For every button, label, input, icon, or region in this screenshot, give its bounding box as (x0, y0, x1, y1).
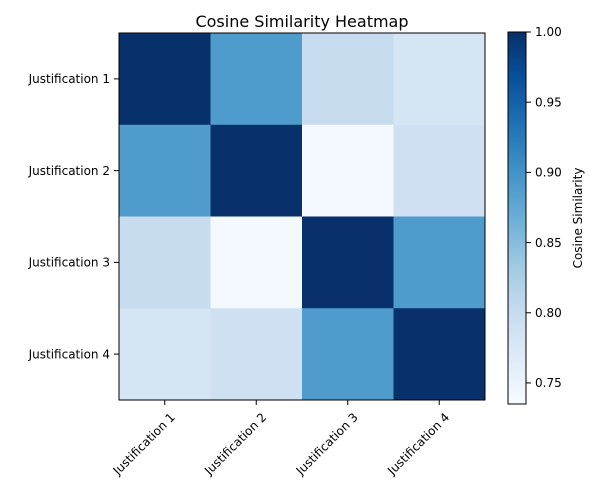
colorbar-gradient (507, 31, 527, 405)
y-tick-label: Justification 1 (28, 72, 110, 86)
heatmap-cell-r4-c4 (393, 308, 486, 401)
heatmap-cell-r3-c2 (210, 216, 303, 309)
colorbar-tick-label: 0.85 (535, 236, 562, 250)
x-tick-label: Justification 4 (384, 410, 452, 478)
heatmap-cell-r1-c2 (210, 33, 303, 126)
y-axis: Justification 1 Justification 2 Justificat… (28, 72, 119, 361)
heatmap-cell-r4-c3 (302, 308, 394, 401)
heatmap-cell-r1-c1 (119, 33, 211, 126)
heatmap-cell-r4-c2 (210, 308, 303, 401)
heatmap-cell-r1-c4 (393, 33, 486, 126)
y-tick-label: Justification 2 (28, 164, 110, 178)
x-tick-label: Justification 2 (201, 410, 269, 478)
heatmap-cell-r2-c1 (119, 124, 211, 217)
colorbar-label: Cosine Similarity (571, 168, 585, 269)
heatmap-cell-r3-c3 (302, 216, 394, 309)
heatmap-cell-r4-c1 (119, 308, 211, 401)
colorbar-tick-label: 0.80 (535, 306, 562, 320)
colorbar-tick-label: 0.90 (535, 166, 562, 180)
colorbar-tick-label: 1.00 (535, 25, 562, 39)
colorbar-ticks: 0.75 0.80 0.85 0.90 0.95 1.00 (526, 25, 562, 390)
chart-title: Cosine Similarity Heatmap (195, 12, 408, 31)
heatmap-cell-r1-c3 (302, 33, 394, 126)
heatmap-cell-r2-c3 (302, 124, 394, 217)
colorbar-tick-label: 0.75 (535, 376, 562, 390)
heatmap-cell-r2-c4 (393, 124, 486, 217)
x-tick-label: Justification 1 (110, 410, 178, 478)
x-tick-label: Justification 3 (293, 410, 361, 478)
y-tick-label: Justification 4 (28, 347, 110, 361)
heatmap-cell-r2-c2 (210, 124, 303, 217)
heatmap-cells (119, 33, 486, 401)
plot-frame (118, 32, 486, 401)
heatmap-cell-r3-c4 (393, 216, 486, 309)
colorbar-tick-label: 0.95 (535, 95, 562, 109)
colorbar: 0.75 0.80 0.85 0.90 0.95 1.00 Cosine Similari… (507, 25, 585, 405)
heatmap-cell-r3-c1 (119, 216, 211, 309)
y-tick-label: Justification 3 (28, 256, 110, 270)
x-axis: Justification 1 Justification 2 Justificat… (110, 400, 452, 478)
